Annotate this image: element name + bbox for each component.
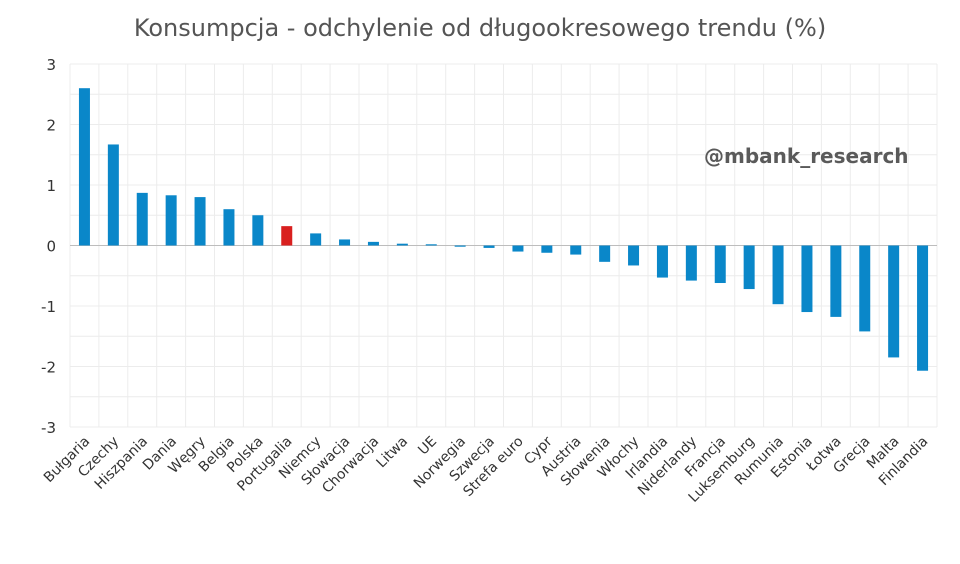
bar: [830, 245, 842, 317]
bar: [801, 245, 813, 313]
bar: [685, 245, 697, 281]
grid-lines: [69, 63, 938, 428]
bar: [859, 245, 871, 332]
chart-title: Konsumpcja - odchylenie od długookresowe…: [133, 14, 827, 42]
bars: [78, 88, 929, 371]
y-tick-label: 3: [46, 56, 56, 74]
y-tick-label: 1: [46, 177, 56, 195]
y-tick-label: 0: [46, 238, 56, 256]
x-axis-ticks: BułgariaCzechyHiszpaniaDaniaWęgryBelgiaP…: [41, 433, 932, 505]
y-axis-ticks: 3 2 1 0 -1 -2 -3: [41, 56, 56, 437]
bar: [339, 239, 351, 246]
x-tick-label: Litwa: [374, 434, 412, 472]
bar: [194, 197, 206, 246]
bar: [367, 241, 379, 246]
bar: [252, 215, 264, 246]
bar: [772, 245, 784, 305]
bar: [743, 245, 755, 290]
y-tick-label: 2: [46, 117, 56, 135]
bar: [425, 244, 437, 246]
bar: [281, 226, 293, 246]
bar: [599, 245, 611, 262]
bar: [136, 192, 148, 246]
bar: [570, 245, 582, 255]
bar: [310, 233, 322, 246]
bar: [78, 88, 90, 246]
y-tick-label: -1: [41, 298, 56, 316]
bar: [107, 144, 119, 246]
bar: [512, 245, 524, 252]
bar: [223, 209, 235, 246]
bar: [541, 245, 553, 253]
bar: [396, 243, 408, 246]
y-tick-label: -2: [41, 359, 56, 377]
bar: [628, 245, 640, 266]
bar: [454, 245, 466, 247]
bar: [714, 245, 726, 284]
watermark-label: @mbank_research: [704, 144, 909, 168]
bar: [917, 245, 929, 371]
bar: [483, 245, 495, 248]
bar: [656, 245, 668, 278]
bar: [888, 245, 900, 358]
y-tick-label: -3: [41, 419, 56, 437]
bar: [165, 195, 177, 246]
